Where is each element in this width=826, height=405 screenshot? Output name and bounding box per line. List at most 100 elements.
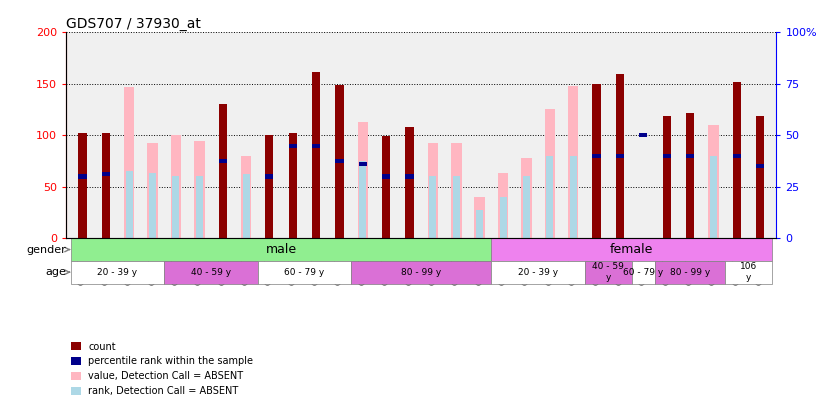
Text: 40 - 59 y: 40 - 59 y <box>191 268 231 277</box>
Bar <box>382 136 391 175</box>
Bar <box>194 141 205 238</box>
Bar <box>265 175 273 179</box>
Bar <box>406 129 414 238</box>
Text: age: age <box>45 267 69 277</box>
Bar <box>570 156 577 238</box>
Bar <box>382 139 391 238</box>
Bar <box>476 211 483 238</box>
Bar <box>196 177 202 238</box>
Bar <box>733 84 741 238</box>
Bar <box>655 261 725 283</box>
Bar <box>265 135 273 175</box>
Bar <box>71 238 491 261</box>
Bar <box>382 175 391 179</box>
Bar <box>147 143 158 238</box>
Text: 60 - 79 y: 60 - 79 y <box>284 268 325 277</box>
Text: 40 - 59
y: 40 - 59 y <box>592 262 624 282</box>
Bar <box>124 87 135 238</box>
Bar <box>686 115 694 238</box>
Bar <box>351 261 491 283</box>
Text: GDS707 / 37930_at: GDS707 / 37930_at <box>66 17 201 31</box>
Bar <box>592 154 601 158</box>
Bar <box>102 173 110 177</box>
Bar <box>491 238 771 261</box>
Bar <box>521 158 532 238</box>
Text: 106
y: 106 y <box>740 262 757 282</box>
Bar <box>288 143 297 148</box>
Bar <box>616 154 624 158</box>
Bar <box>592 84 601 154</box>
Bar <box>733 154 741 158</box>
Bar <box>406 175 414 179</box>
Text: 80 - 99 y: 80 - 99 y <box>670 268 710 277</box>
Bar <box>639 133 648 137</box>
Bar <box>312 143 320 148</box>
Bar <box>219 104 226 159</box>
Bar <box>756 116 764 164</box>
Bar <box>288 135 297 238</box>
Bar <box>474 197 485 238</box>
Bar <box>265 137 273 238</box>
Bar <box>708 125 719 238</box>
Bar <box>78 133 87 175</box>
Bar <box>102 135 110 238</box>
Bar <box>616 76 624 238</box>
Bar <box>358 162 367 166</box>
Bar <box>544 109 555 238</box>
Bar <box>312 74 320 238</box>
Bar <box>78 135 87 238</box>
Text: gender: gender <box>26 245 69 254</box>
Legend: count, percentile rank within the sample, value, Detection Call = ABSENT, rank, : count, percentile rank within the sample… <box>71 341 254 396</box>
Bar <box>662 116 671 154</box>
Bar <box>585 261 632 283</box>
Bar <box>756 164 764 168</box>
Text: 80 - 99 y: 80 - 99 y <box>401 268 441 277</box>
Bar <box>102 133 110 173</box>
Bar <box>171 135 181 238</box>
Text: 20 - 39 y: 20 - 39 y <box>97 268 138 277</box>
Bar <box>733 82 741 154</box>
Bar <box>173 177 179 238</box>
Text: 20 - 39 y: 20 - 39 y <box>518 268 558 277</box>
Bar <box>359 161 367 238</box>
Bar <box>756 118 764 238</box>
Bar <box>149 173 156 238</box>
Bar <box>453 177 460 238</box>
Bar <box>568 86 578 238</box>
Bar <box>491 261 585 283</box>
Bar <box>632 261 655 283</box>
Bar <box>430 177 436 238</box>
Bar <box>335 87 344 238</box>
Bar <box>219 107 226 238</box>
Bar <box>428 143 439 238</box>
Bar <box>616 74 624 154</box>
Bar <box>358 122 368 238</box>
Bar <box>219 159 226 163</box>
Bar <box>164 261 258 283</box>
Bar <box>523 177 530 238</box>
Bar <box>78 175 87 179</box>
Text: 60 - 79 y: 60 - 79 y <box>623 268 663 277</box>
Bar <box>451 143 462 238</box>
Bar <box>243 175 249 238</box>
Bar <box>546 156 553 238</box>
Bar <box>710 156 717 238</box>
Bar <box>592 86 601 238</box>
Bar <box>335 159 344 163</box>
Bar <box>725 261 771 283</box>
Bar <box>126 171 133 238</box>
Bar <box>686 113 694 154</box>
Bar <box>662 154 671 158</box>
Bar <box>406 127 414 175</box>
Bar <box>686 154 694 158</box>
Bar <box>240 156 251 238</box>
Text: female: female <box>610 243 653 256</box>
Bar <box>498 173 508 238</box>
Bar <box>288 133 297 143</box>
Bar <box>258 261 351 283</box>
Bar <box>71 261 164 283</box>
Bar <box>662 118 671 238</box>
Bar <box>312 72 320 143</box>
Bar <box>500 197 506 238</box>
Bar <box>335 85 344 159</box>
